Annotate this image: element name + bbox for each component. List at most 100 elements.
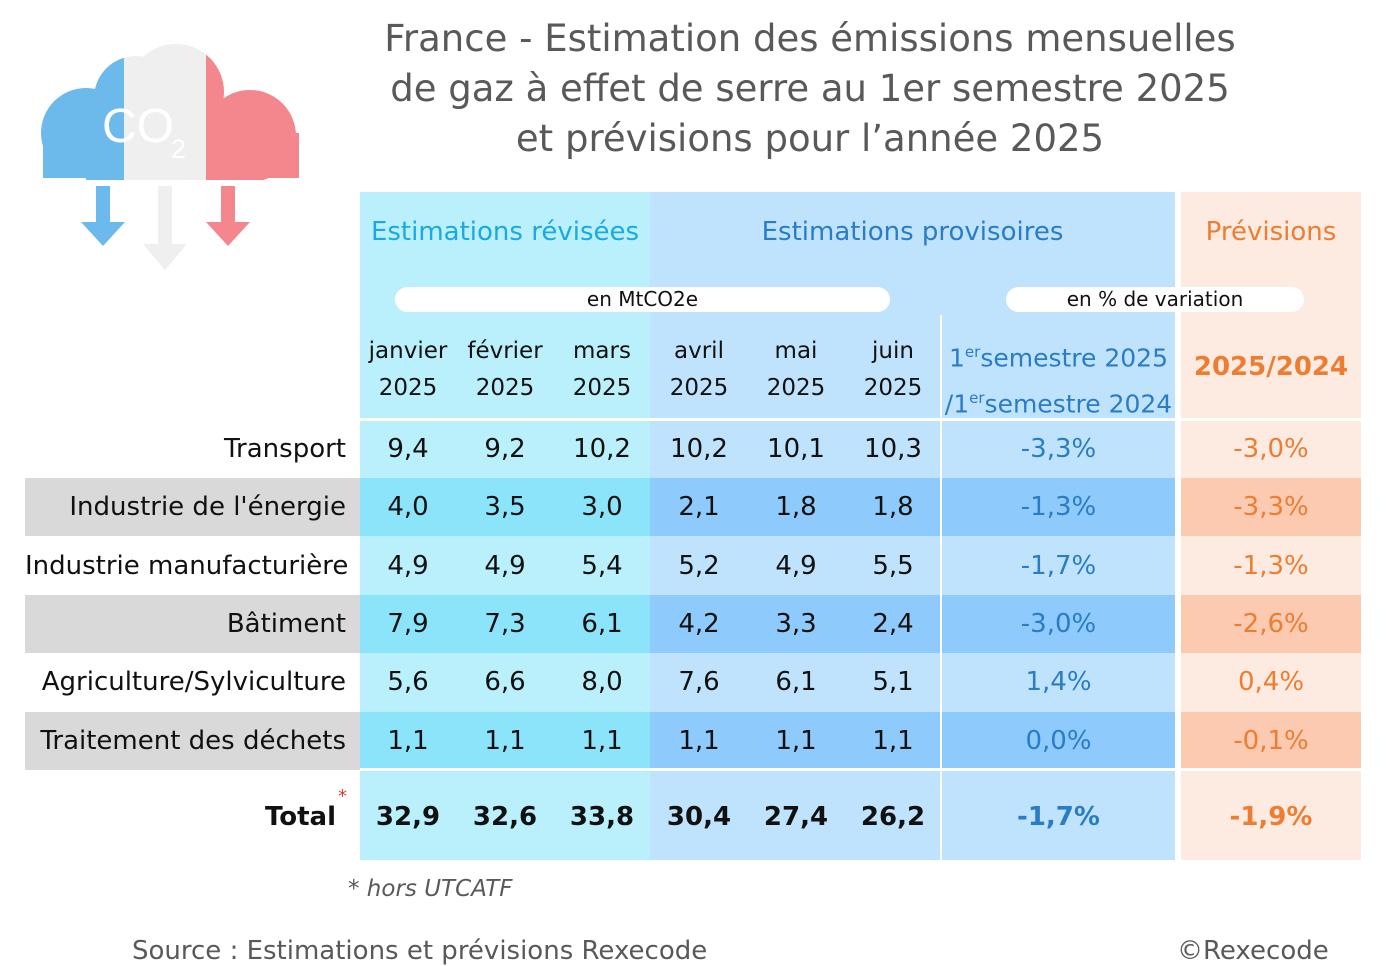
cell-mai: 6,1 bbox=[775, 667, 817, 697]
cell-prevision-2025-2024: -1,3% bbox=[1233, 551, 1309, 581]
total-prevision-2025-2024: -1,9% bbox=[1229, 802, 1313, 832]
cell-juin: 2,4 bbox=[872, 609, 914, 639]
cell-mars: 10,2 bbox=[573, 434, 631, 464]
cell-semestre-variation: -1,3% bbox=[1020, 492, 1097, 522]
cell-semestre-variation: -1,7% bbox=[1020, 551, 1097, 581]
header-previsions: Prévisions bbox=[1205, 217, 1337, 247]
title-line-3: et prévisions pour l’année 2025 bbox=[515, 117, 1105, 160]
title-line-1: France - Estimation des émissions mensue… bbox=[384, 17, 1236, 60]
cell-fevrier: 3,5 bbox=[484, 492, 526, 522]
row-band-provisoires bbox=[650, 595, 1175, 653]
cell-janvier: 9,4 bbox=[387, 434, 429, 464]
cell-prevision-2025-2024: 0,4% bbox=[1237, 667, 1305, 697]
total-cell-juin: 26,2 bbox=[860, 802, 926, 832]
total-label: Total bbox=[264, 802, 336, 832]
unit-pill-percent: en % de variation bbox=[1006, 287, 1304, 312]
row-label: Industrie de l'énergie bbox=[69, 492, 346, 522]
copyright-text: ©Rexecode bbox=[1177, 936, 1329, 966]
total-divider bbox=[360, 768, 1361, 771]
cell-avril: 10,2 bbox=[670, 434, 728, 464]
column-divider bbox=[940, 315, 942, 860]
row-band-previsions bbox=[1181, 712, 1361, 770]
row-label: Bâtiment bbox=[226, 609, 346, 639]
footnote: * hors UTCATF bbox=[348, 876, 513, 902]
cell-janvier: 4,0 bbox=[387, 492, 429, 522]
column-header-2025-2024: 2025/2024 bbox=[1193, 352, 1349, 382]
column-header-mai: mai 2025 bbox=[766, 338, 826, 401]
cell-mai: 10,1 bbox=[767, 434, 825, 464]
cell-fevrier: 6,6 bbox=[484, 667, 526, 697]
cell-avril: 2,1 bbox=[678, 492, 720, 522]
cell-mars: 8,0 bbox=[581, 667, 623, 697]
cloud-red-part bbox=[206, 44, 299, 180]
cell-mars: 5,4 bbox=[581, 551, 623, 581]
cell-prevision-2025-2024: -3,0% bbox=[1233, 434, 1309, 464]
row-band-previsions bbox=[1181, 595, 1361, 653]
cell-semestre-variation: -3,0% bbox=[1020, 609, 1097, 639]
total-cell-fevrier: 32,6 bbox=[472, 802, 538, 832]
cell-avril: 1,1 bbox=[678, 726, 720, 756]
arrow-down-blue-icon bbox=[81, 186, 125, 246]
cell-mars: 3,0 bbox=[581, 492, 623, 522]
cell-fevrier: 1,1 bbox=[484, 726, 526, 756]
column-header-janvier: janvier 2025 bbox=[368, 338, 448, 401]
column-header-fevrier: février 2025 bbox=[467, 338, 543, 401]
cell-janvier: 5,6 bbox=[387, 667, 429, 697]
total-semestre-variation: -1,7% bbox=[1017, 802, 1100, 832]
cell-mai: 3,3 bbox=[775, 609, 817, 639]
cell-semestre-variation: -3,3% bbox=[1020, 434, 1097, 464]
total-asterisk: * bbox=[338, 786, 347, 807]
logo-subscript-text: 2 bbox=[171, 134, 186, 164]
cell-avril: 5,2 bbox=[678, 551, 720, 581]
total-cell-avril: 30,4 bbox=[666, 802, 732, 832]
column-header-mars: mars 2025 bbox=[572, 338, 632, 401]
total-cell-mai: 27,4 bbox=[763, 802, 829, 832]
header-estimations-revisees: Estimations révisées bbox=[370, 217, 640, 247]
total-cell-janvier: 32,9 bbox=[375, 802, 441, 832]
cell-juin: 10,3 bbox=[864, 434, 922, 464]
row-band-provisoires bbox=[650, 478, 1175, 536]
header-divider bbox=[360, 418, 1361, 421]
arrow-down-white-icon bbox=[143, 186, 187, 270]
row-band-revisees bbox=[360, 595, 650, 653]
row-label: Agriculture/Sylviculture bbox=[41, 667, 346, 697]
cell-juin: 5,1 bbox=[872, 667, 914, 697]
row-band-previsions bbox=[1181, 478, 1361, 536]
cell-mai: 1,1 bbox=[775, 726, 817, 756]
column-header-semestre: 1ersemestre 2025 /1ersemestre 2024 bbox=[944, 343, 1173, 419]
cell-mai: 1,8 bbox=[775, 492, 817, 522]
cell-juin: 1,1 bbox=[872, 726, 914, 756]
row-band-revisees bbox=[360, 478, 650, 536]
cell-janvier: 4,9 bbox=[387, 551, 429, 581]
total-cell-mars: 33,8 bbox=[569, 802, 635, 832]
cell-mai: 4,9 bbox=[775, 551, 817, 581]
column-header-avril: avril 2025 bbox=[669, 338, 729, 401]
cell-fevrier: 9,2 bbox=[484, 434, 526, 464]
cell-juin: 5,5 bbox=[872, 551, 914, 581]
cell-prevision-2025-2024: -0,1% bbox=[1233, 726, 1309, 756]
row-band-label bbox=[25, 712, 360, 770]
header-estimations-provisoires: Estimations provisoires bbox=[761, 217, 1064, 247]
unit-pill-mtco2e: en MtCO2e bbox=[395, 287, 890, 312]
row-band-label bbox=[25, 595, 360, 653]
cell-fevrier: 7,3 bbox=[484, 609, 526, 639]
cell-prevision-2025-2024: -3,3% bbox=[1233, 492, 1309, 522]
chart-title: France - Estimation des émissions mensue… bbox=[360, 14, 1260, 164]
cell-janvier: 7,9 bbox=[387, 609, 429, 639]
cell-avril: 4,2 bbox=[678, 609, 720, 639]
title-line-2: de gaz à effet de serre au 1er semestre … bbox=[390, 67, 1230, 110]
co2-cloud-icon: CO 2 bbox=[41, 44, 299, 270]
column-header-juin: juin 2025 bbox=[863, 338, 923, 401]
row-band-revisees bbox=[360, 712, 650, 770]
cell-prevision-2025-2024: -2,6% bbox=[1233, 609, 1309, 639]
arrow-down-red-icon bbox=[206, 186, 250, 246]
row-band-provisoires bbox=[650, 712, 1175, 770]
cloud-white-part bbox=[124, 44, 206, 180]
row-label: Transport bbox=[223, 434, 346, 464]
cell-avril: 7,6 bbox=[678, 667, 720, 697]
cell-juin: 1,8 bbox=[872, 492, 914, 522]
cell-janvier: 1,1 bbox=[387, 726, 429, 756]
source-text: Source : Estimations et prévisions Rexec… bbox=[132, 936, 708, 966]
row-label: Industrie manufacturière bbox=[25, 551, 349, 581]
cell-semestre-variation: 1,4% bbox=[1025, 667, 1092, 697]
